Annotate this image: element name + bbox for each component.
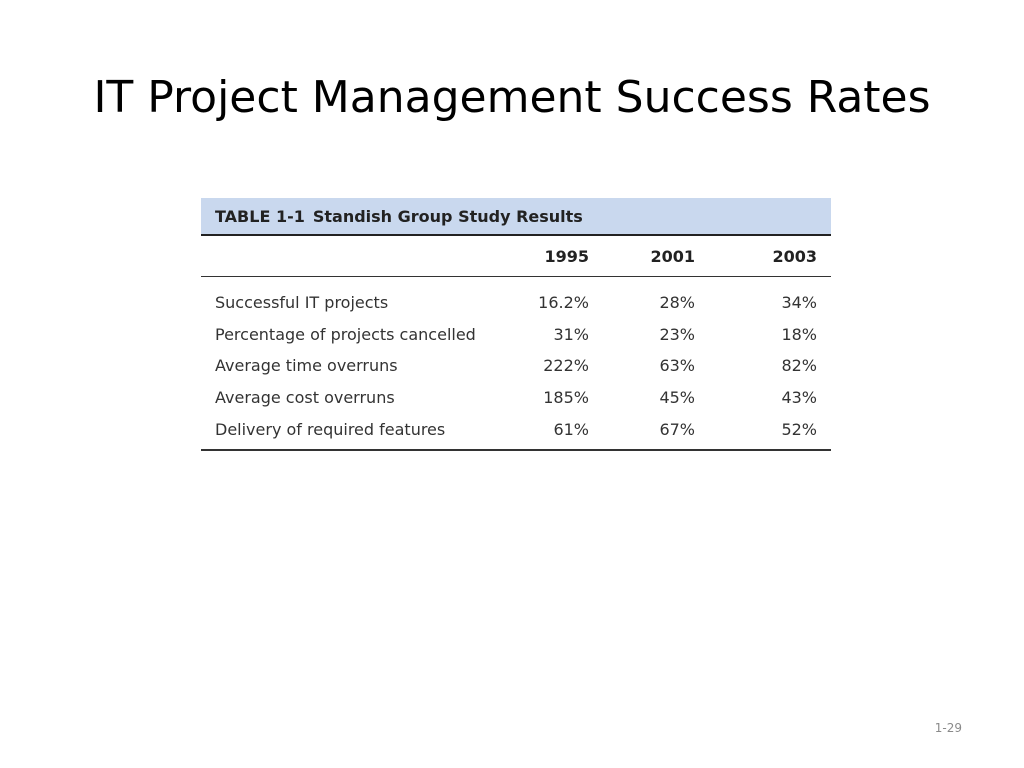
table-header-row: 1995 2001 2003 <box>201 236 831 277</box>
table-row: Successful IT projects 16.2% 28% 34% <box>201 277 831 319</box>
table-row: Average time overruns 222% 63% 82% <box>201 350 831 382</box>
cell-value: 16.2% <box>538 293 589 313</box>
cell-value: 18% <box>781 324 817 344</box>
column-header-1995: 1995 <box>521 236 603 277</box>
cell-value: 63% <box>659 356 695 376</box>
cell-value: 28% <box>659 293 695 313</box>
row-label: Successful IT projects <box>215 293 389 313</box>
cell-value: 82% <box>781 356 817 376</box>
cell-value: 222% <box>543 356 589 376</box>
column-header-2003: 2003 <box>709 236 831 277</box>
cell-value: 31% <box>553 324 589 344</box>
table-caption: TABLE 1-1 Standish Group Study Results <box>201 198 831 236</box>
table-caption-title: Standish Group Study Results <box>312 206 583 226</box>
column-header-label <box>201 236 521 277</box>
row-label: Percentage of projects cancelled <box>215 324 476 344</box>
results-table-figure: TABLE 1-1 Standish Group Study Results 1… <box>201 198 831 451</box>
cell-value: 43% <box>781 388 817 408</box>
cell-value: 67% <box>603 413 709 451</box>
column-header-2001: 2001 <box>603 236 709 277</box>
cell-value: 52% <box>709 413 831 451</box>
row-label: Average time overruns <box>215 356 398 376</box>
table-row: Percentage of projects cancelled 31% 23%… <box>201 319 831 351</box>
row-label: Average cost overruns <box>215 388 395 408</box>
cell-value: 185% <box>543 388 589 408</box>
results-table: 1995 2001 2003 Successful IT projects 16… <box>201 236 831 451</box>
cell-value: 45% <box>659 388 695 408</box>
table-row: Delivery of required features 61% 67% 52… <box>201 413 831 451</box>
table-caption-number: TABLE 1-1 <box>215 206 305 226</box>
slide-number: 1-29 <box>934 721 962 735</box>
cell-value: 34% <box>781 293 817 313</box>
cell-value: 61% <box>521 413 603 451</box>
row-label: Delivery of required features <box>201 413 521 451</box>
slide-title: IT Project Management Success Rates <box>93 72 931 123</box>
table-row: Average cost overruns 185% 45% 43% <box>201 382 831 414</box>
cell-value: 23% <box>659 324 695 344</box>
